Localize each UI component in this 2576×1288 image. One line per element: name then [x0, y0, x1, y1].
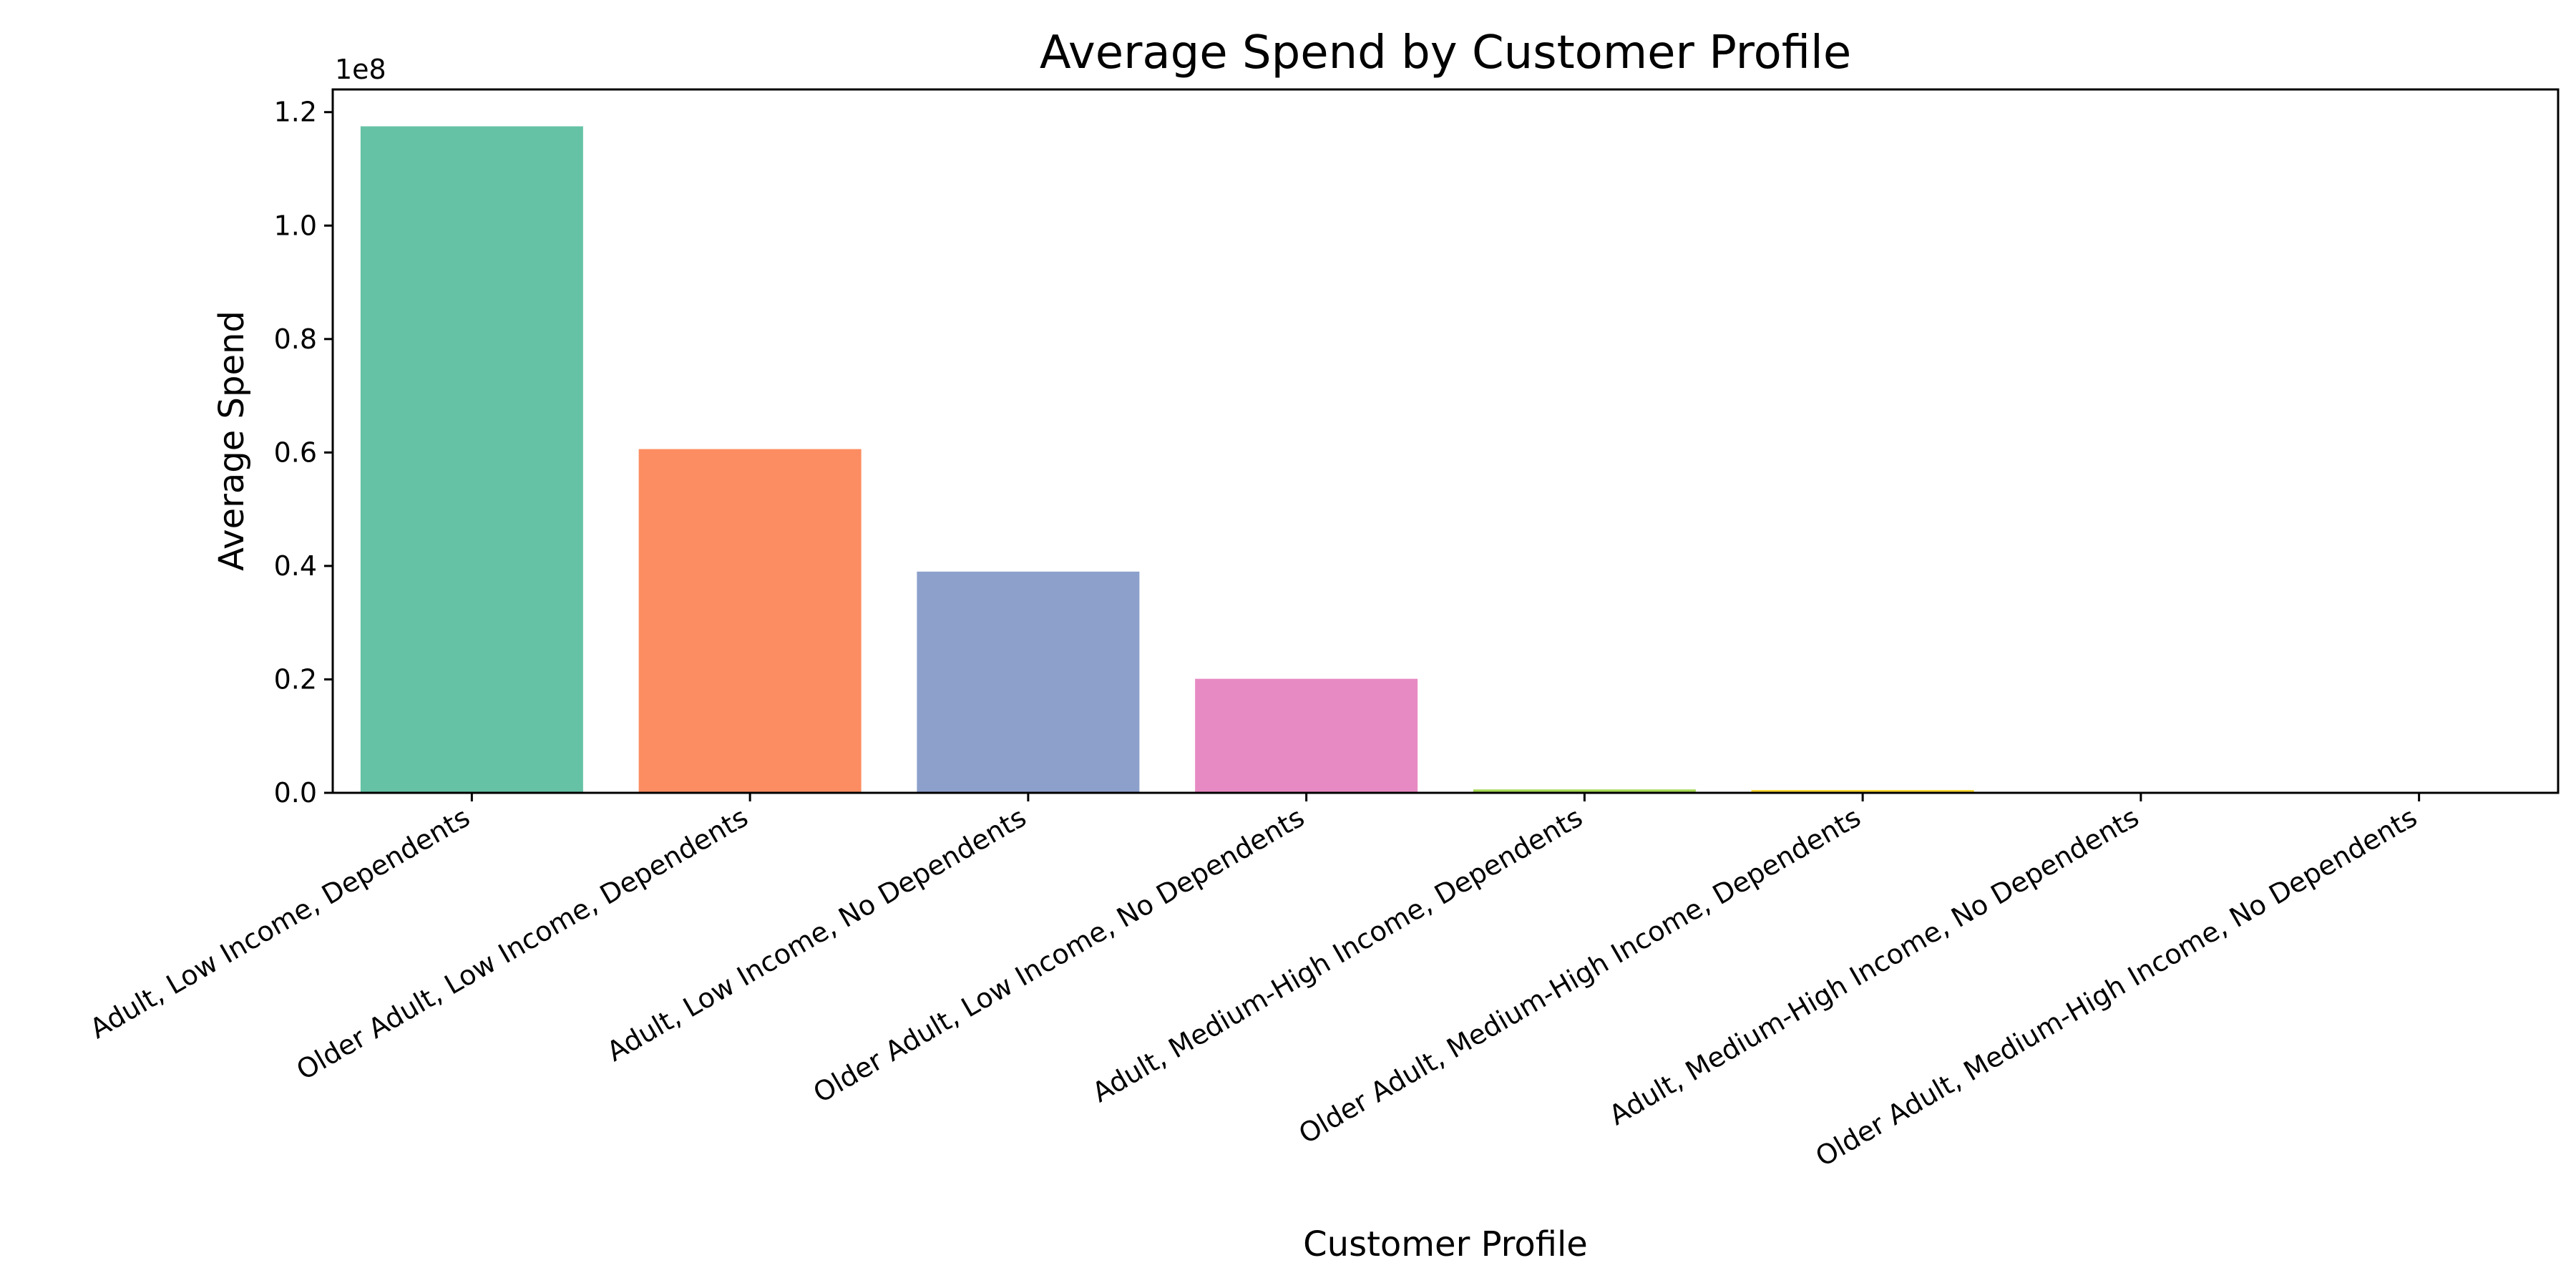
y-tick-label: 0.6: [274, 436, 317, 468]
x-tick-label: Older Adult, Low Income, No Dependents: [808, 801, 1309, 1109]
plot-area-frame: [331, 88, 2560, 794]
bar-4: [1195, 678, 1418, 793]
y-tick-label: 1.0: [274, 210, 317, 241]
bar-2: [638, 449, 862, 793]
y-axis-label: Average Spend: [212, 311, 252, 571]
y-tick-label: 1.2: [274, 97, 317, 128]
y-tick-label: 0.4: [274, 550, 317, 582]
x-tick-label: Older Adult, Medium-High Income, Depende…: [1294, 801, 1866, 1150]
x-tick-label: Adult, Medium-High Income, Dependents: [1087, 801, 1588, 1108]
x-tick-label: Older Adult, Low Income, Dependents: [291, 801, 753, 1086]
y-tick-label: 0.2: [274, 663, 317, 695]
x-tick-label: Adult, Low Income, No Dependents: [602, 801, 1032, 1068]
x-tick-label: Older Adult, Medium-High Income, No Depe…: [1810, 801, 2422, 1173]
bars-group: [360, 126, 2531, 794]
y-tick-label: 0.8: [274, 323, 317, 355]
bar-1: [360, 126, 583, 794]
bar-5: [1473, 789, 1696, 793]
x-axis-label: Customer Profile: [1303, 1224, 1588, 1264]
y-tick-label: 0.0: [274, 777, 317, 809]
chart-title: Average Spend by Customer Profile: [1040, 26, 1851, 79]
y-axis-ticks: 0.0 0.2 0.4 0.6 0.8 1.0 1.2: [274, 97, 333, 809]
y-axis-offset-label: 1e8: [335, 54, 386, 85]
bar-6: [1751, 790, 1974, 793]
x-tick-label: Adult, Medium-High Income, No Dependents: [1604, 801, 2144, 1131]
bar-3: [917, 571, 1140, 793]
